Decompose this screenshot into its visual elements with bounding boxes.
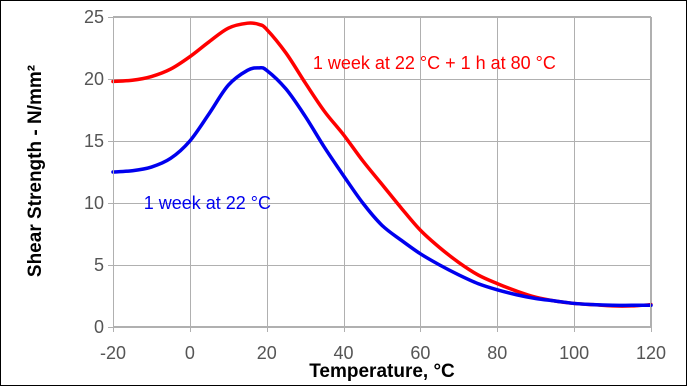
y-tick-label: 20 — [84, 69, 104, 89]
series-label-cured-22c: 1 week at 22 °C — [144, 193, 271, 213]
x-tick-label: 100 — [559, 343, 589, 363]
x-axis-title: Temperature, °C — [309, 361, 455, 382]
series-line-cured-22c — [111, 65, 653, 308]
series-annotations: 1 week at 22 °C + 1 h at 80 °C 1 week at … — [144, 53, 556, 213]
x-tick-label: -20 — [100, 343, 126, 363]
y-tick-label: 5 — [94, 255, 104, 275]
y-tick-label: 25 — [84, 7, 104, 27]
y-tick-label: 0 — [94, 317, 104, 337]
x-tick-label: 0 — [185, 343, 195, 363]
x-tick-label: 80 — [487, 343, 507, 363]
y-tick-label: 10 — [84, 193, 104, 213]
y-axis-title: Shear Strength - N/mm² — [25, 65, 46, 277]
series-label-cured-80c: 1 week at 22 °C + 1 h at 80 °C — [313, 53, 556, 73]
x-tick-label: 120 — [636, 343, 666, 363]
tick-labels: -20 0 20 40 60 80 100 120 0 5 10 15 20 25 — [84, 7, 666, 363]
series-lines — [111, 21, 653, 308]
x-tick-label: 40 — [334, 343, 354, 363]
x-tick-label: 20 — [257, 343, 277, 363]
y-tick-label: 15 — [84, 131, 104, 151]
x-tick-label: 60 — [410, 343, 430, 363]
plot-area-border — [113, 16, 651, 327]
